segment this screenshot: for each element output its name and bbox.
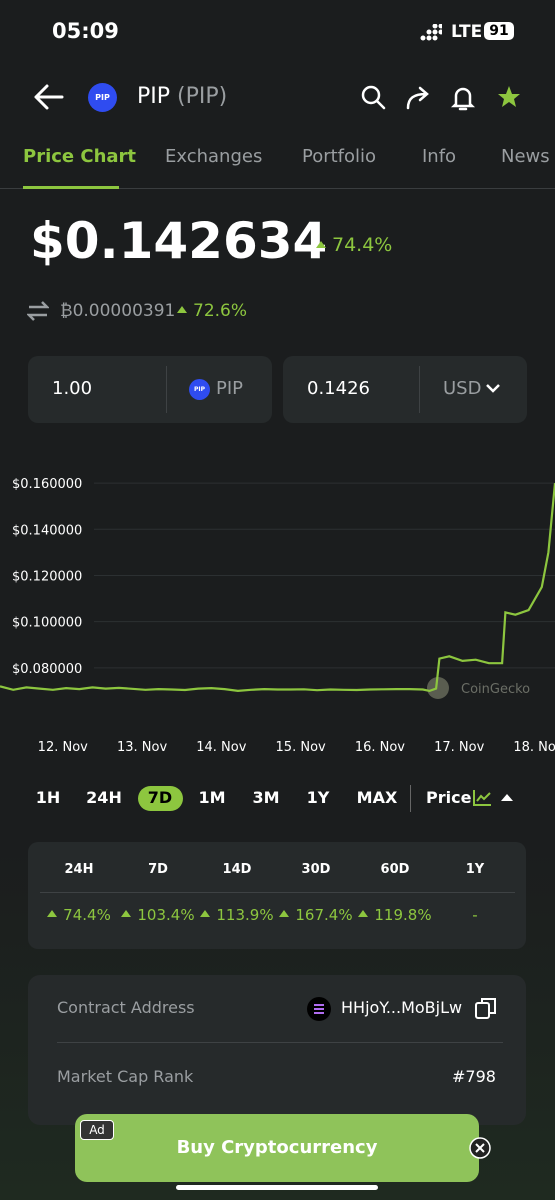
range-option[interactable]: 1H xyxy=(35,788,61,807)
tab-indicator xyxy=(23,186,119,189)
performance-value: 167.4% xyxy=(276,906,356,924)
back-button[interactable] xyxy=(30,82,66,112)
tab[interactable]: News xyxy=(501,146,550,167)
tab[interactable]: Price Chart xyxy=(23,146,137,167)
y-tick-label: $0.080000 xyxy=(12,662,82,677)
x-tick-label: 15. Nov xyxy=(276,740,326,755)
range-option[interactable]: 3M xyxy=(252,788,280,807)
coin-name: PIP (PIP) xyxy=(137,84,227,109)
performance-header: 7D xyxy=(148,862,168,877)
performance-value: 103.4% xyxy=(118,906,198,924)
tab-divider xyxy=(0,188,555,189)
x-tick-label: 13. Nov xyxy=(117,740,167,755)
range-option[interactable]: 1M xyxy=(198,788,226,807)
signal-icon xyxy=(420,24,442,41)
converted-value[interactable]: 0.1426 xyxy=(307,378,370,399)
home-indicator xyxy=(176,1185,378,1190)
divider xyxy=(419,366,420,413)
tab[interactable]: Info xyxy=(422,146,457,167)
x-tick-label: 14. Nov xyxy=(196,740,246,755)
info-value: HHjoY...MoBjLw xyxy=(341,998,463,1017)
tab[interactable]: Exchanges xyxy=(165,146,263,167)
performance-header: 24H xyxy=(64,862,94,877)
range-option[interactable]: 24H xyxy=(86,788,122,807)
performance-value: 74.4% xyxy=(39,906,119,924)
network-label: LTE xyxy=(451,22,483,42)
solana-icon xyxy=(307,997,331,1021)
y-tick-label: $0.120000 xyxy=(12,569,82,584)
performance-value: - xyxy=(472,906,478,924)
x-tick-label: 18. Nov xyxy=(513,740,555,755)
ad-banner[interactable] xyxy=(75,1114,479,1182)
y-tick-label: $0.160000 xyxy=(12,477,82,492)
divider xyxy=(40,892,515,893)
range-option[interactable]: 7D xyxy=(147,788,173,807)
chevron xyxy=(486,384,500,393)
coin-unit: PIP xyxy=(216,378,244,399)
info-label: Market Cap Rank xyxy=(57,1067,194,1086)
btc-change: 72.6% xyxy=(177,301,247,321)
ad-text[interactable]: Buy Cryptocurrency xyxy=(176,1137,378,1158)
watermark xyxy=(427,677,449,699)
coin-logo: PIP xyxy=(189,379,210,400)
y-tick-label: $0.140000 xyxy=(12,523,82,538)
battery: 91 xyxy=(484,22,514,40)
favorite-button[interactable] xyxy=(498,86,520,107)
range-selected-pill xyxy=(138,786,183,811)
info-value: #798 xyxy=(452,1067,496,1086)
performance-value: 119.8% xyxy=(355,906,435,924)
performance-header: 14D xyxy=(222,862,252,877)
divider xyxy=(57,1042,503,1043)
btc-price: ₿0.00000391 xyxy=(60,301,176,321)
price-chart: $0.080000 $0.100000 $0.120000 $0.140000 $0.1… xyxy=(0,477,555,755)
performance-header: 1Y xyxy=(465,862,485,877)
header-actions xyxy=(361,85,520,111)
converter-input[interactable] xyxy=(28,356,272,423)
swap-icon xyxy=(27,301,49,321)
performance-value: 113.9% xyxy=(197,906,277,924)
currency-select[interactable]: USD xyxy=(443,378,482,399)
chart-mode-icon[interactable] xyxy=(472,789,518,807)
range-option[interactable]: 1Y xyxy=(306,788,330,807)
tab[interactable]: Portfolio xyxy=(302,146,377,167)
info-card xyxy=(28,975,526,1125)
ad-badge: Ad xyxy=(80,1120,114,1140)
divider xyxy=(166,366,167,413)
divider xyxy=(410,785,411,812)
alert-button[interactable] xyxy=(450,87,476,111)
x-tick-label: 12. Nov xyxy=(38,740,88,755)
converter-output[interactable] xyxy=(283,356,527,423)
performance-table xyxy=(28,842,526,949)
copy-button[interactable] xyxy=(474,996,498,1020)
watermark-text: CoinGecko xyxy=(461,682,530,697)
info-label: Contract Address xyxy=(57,998,195,1017)
amount[interactable]: 1.00 xyxy=(52,378,93,399)
ad-close[interactable] xyxy=(468,1136,492,1160)
price-line xyxy=(0,482,555,693)
price-mode[interactable]: Price xyxy=(426,788,472,807)
share-button[interactable] xyxy=(406,86,429,110)
y-tick-label: $0.100000 xyxy=(12,616,82,631)
status-time: 05:09 xyxy=(52,19,119,43)
watermark-logo xyxy=(427,677,449,699)
coin-symbol: (PIP) xyxy=(177,84,228,109)
coin-title: PIP xyxy=(137,84,171,109)
x-tick-label: 16. Nov xyxy=(355,740,405,755)
range-option[interactable]: MAX xyxy=(356,788,398,807)
x-tick-label: 17. Nov xyxy=(434,740,484,755)
performance-header: 60D xyxy=(380,862,410,877)
price: $0.142634 xyxy=(30,212,328,270)
search-button[interactable] xyxy=(361,85,386,110)
coin-logo: PIP xyxy=(88,83,117,112)
performance-header: 30D xyxy=(301,862,331,877)
price-change: 74.4% xyxy=(316,234,392,256)
